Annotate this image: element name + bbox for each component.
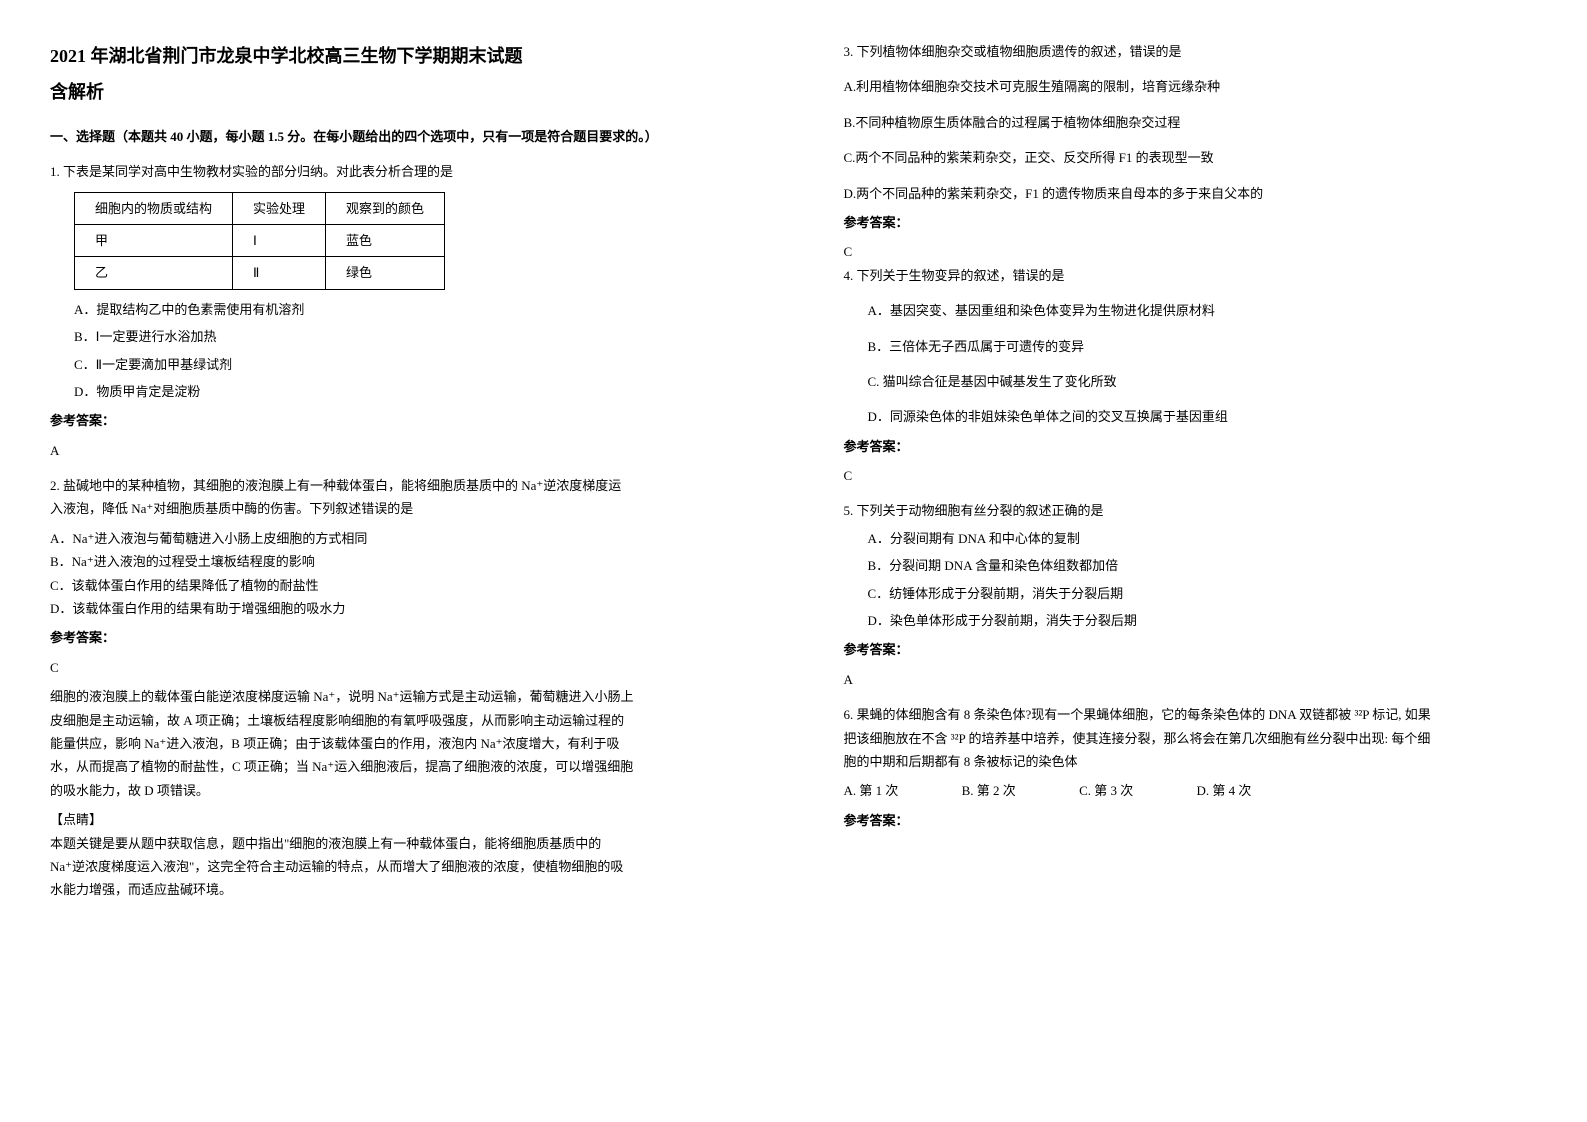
- q1-th2: 实验处理: [233, 192, 326, 224]
- q6-option-a: A. 第 1 次: [844, 783, 899, 798]
- q5-ans-label: 参考答案：: [844, 638, 1538, 661]
- q4-ans-label: 参考答案：: [844, 435, 1538, 458]
- q6-stem3: 胞的中期和后期都有 8 条被标记的染色体: [844, 750, 1538, 773]
- q5-option-c: C．纺锤体形成于分裂前期，消失于分裂后期: [868, 582, 1538, 605]
- q2-option-d: D．该载体蛋白作用的结果有助于增强细胞的吸水力: [50, 597, 744, 620]
- q6-stem1: 6. 果蝇的体细胞含有 8 条染色体?现有一个果蝇体细胞，它的每条染色体的 DN…: [844, 703, 1538, 726]
- q1-table: 细胞内的物质或结构 实验处理 观察到的颜色 甲 Ⅰ 蓝色 乙 Ⅱ 绿色: [74, 192, 445, 290]
- doc-title-line1: 2021 年湖北省荆门市龙泉中学北校高三生物下学期期末试题: [50, 40, 744, 72]
- q2-stem1: 2. 盐碱地中的某种植物，其细胞的液泡膜上有一种载体蛋白，能将细胞质基质中的 N…: [50, 474, 744, 497]
- q2-ans-label: 参考答案：: [50, 626, 744, 649]
- q1-option-b: B．Ⅰ一定要进行水浴加热: [74, 325, 744, 348]
- q3-stem: 3. 下列植物体细胞杂交或植物细胞质遗传的叙述，错误的是: [844, 40, 1538, 63]
- q1-option-a: A．提取结构乙中的色素需使用有机溶剂: [74, 298, 744, 321]
- q6-ans-label: 参考答案：: [844, 809, 1538, 832]
- q2-point1: 本题关键是要从题中获取信息，题中指出"细胞的液泡膜上有一种载体蛋白，能将细胞质基…: [50, 832, 744, 855]
- q2-explain3: 能量供应，影响 Na⁺进入液泡，B 项正确；由于该载体蛋白的作用，液泡内 Na⁺…: [50, 732, 744, 755]
- q2-point3: 水能力增强，而适应盐碱环境。: [50, 878, 744, 901]
- q5-option-a: A．分裂间期有 DNA 和中心体的复制: [868, 527, 1538, 550]
- q2-option-c: C．该载体蛋白作用的结果降低了植物的耐盐性: [50, 574, 744, 597]
- q2-option-a: A．Na⁺进入液泡与葡萄糖进入小肠上皮细胞的方式相同: [50, 527, 744, 550]
- q1-option-c: C．Ⅱ一定要滴加甲基绿试剂: [74, 353, 744, 376]
- q1-r1c1: 甲: [75, 224, 233, 256]
- q2-point2: Na⁺逆浓度梯度运入液泡"，这完全符合主动运输的特点，从而增大了细胞液的浓度，使…: [50, 855, 744, 878]
- q1-r1c3: 蓝色: [326, 224, 445, 256]
- q6-stem2: 把该细胞放在不含 ³²P 的培养基中培养，使其连接分裂，那么将会在第几次细胞有丝…: [844, 727, 1538, 750]
- section-header: 一、选择题（本题共 40 小题，每小题 1.5 分。在每小题给出的四个选项中，只…: [50, 125, 744, 148]
- q2-explain2: 皮细胞是主动运输，故 A 项正确；土壤板结程度影响细胞的有氧呼吸强度，从而影响主…: [50, 709, 744, 732]
- right-column: 3. 下列植物体细胞杂交或植物细胞质遗传的叙述，错误的是 A.利用植物体细胞杂交…: [794, 0, 1587, 1122]
- q3-ans: C: [844, 240, 1538, 263]
- q4-option-a: A．基因突变、基因重组和染色体变异为生物进化提供原材料: [868, 299, 1538, 322]
- q6-options-row: A. 第 1 次 B. 第 2 次 C. 第 3 次 D. 第 4 次: [844, 779, 1538, 802]
- q3-option-d: D.两个不同品种的紫茉莉杂交，F1 的遗传物质来自母本的多于来自父本的: [844, 182, 1538, 205]
- q1-r2c1: 乙: [75, 257, 233, 289]
- q2-option-b: B．Na⁺进入液泡的过程受土壤板结程度的影响: [50, 550, 744, 573]
- left-column: 2021 年湖北省荆门市龙泉中学北校高三生物下学期期末试题 含解析 一、选择题（…: [0, 0, 794, 1122]
- q1-th3: 观察到的颜色: [326, 192, 445, 224]
- q5-stem: 5. 下列关于动物细胞有丝分裂的叙述正确的是: [844, 499, 1538, 522]
- q1-option-d: D．物质甲肯定是淀粉: [74, 380, 744, 403]
- q1-ans-label: 参考答案：: [50, 409, 744, 432]
- q1-r2c3: 绿色: [326, 257, 445, 289]
- doc-title-line2: 含解析: [50, 76, 744, 108]
- q2-stem2: 入液泡，降低 Na⁺对细胞质基质中酶的伤害。下列叙述错误的是: [50, 497, 744, 520]
- q4-ans: C: [844, 464, 1538, 487]
- q5-ans: A: [844, 668, 1538, 691]
- q6-option-c: C. 第 3 次: [1079, 783, 1133, 798]
- q4-option-d: D．同源染色体的非姐妹染色单体之间的交叉互换属于基因重组: [868, 405, 1538, 428]
- q1-stem: 1. 下表是某同学对高中生物教材实验的部分归纳。对此表分析合理的是: [50, 160, 744, 183]
- q2-explain5: 的吸水能力，故 D 项错误。: [50, 779, 744, 802]
- q3-option-c: C.两个不同品种的紫茉莉杂交，正交、反交所得 F1 的表现型一致: [844, 146, 1538, 169]
- q4-stem: 4. 下列关于生物变异的叙述，错误的是: [844, 264, 1538, 287]
- q6-option-b: B. 第 2 次: [962, 783, 1016, 798]
- q4-option-b: B．三倍体无子西瓜属于可遗传的变异: [868, 335, 1538, 358]
- q5-option-b: B．分裂间期 DNA 含量和染色体组数都加倍: [868, 554, 1538, 577]
- q1-r2c2: Ⅱ: [233, 257, 326, 289]
- q3-ans-label: 参考答案：: [844, 211, 1538, 234]
- q3-option-a: A.利用植物体细胞杂交技术可克服生殖隔离的限制，培育远缘杂种: [844, 75, 1538, 98]
- q2-ans: C: [50, 656, 744, 679]
- q5-option-d: D．染色单体形成于分裂前期，消失于分裂后期: [868, 609, 1538, 632]
- q1-ans: A: [50, 439, 744, 462]
- q1-r1c2: Ⅰ: [233, 224, 326, 256]
- q1-th1: 细胞内的物质或结构: [75, 192, 233, 224]
- q4-option-c: C. 猫叫综合征是基因中碱基发生了变化所致: [868, 370, 1538, 393]
- q3-option-b: B.不同种植物原生质体融合的过程属于植物体细胞杂交过程: [844, 111, 1538, 134]
- q2-point-head: 【点睛】: [50, 808, 744, 831]
- q2-explain1: 细胞的液泡膜上的载体蛋白能逆浓度梯度运输 Na⁺，说明 Na⁺运输方式是主动运输…: [50, 685, 744, 708]
- q2-explain4: 水，从而提高了植物的耐盐性，C 项正确；当 Na⁺运入细胞液后，提高了细胞液的浓…: [50, 755, 744, 778]
- q6-option-d: D. 第 4 次: [1196, 783, 1251, 798]
